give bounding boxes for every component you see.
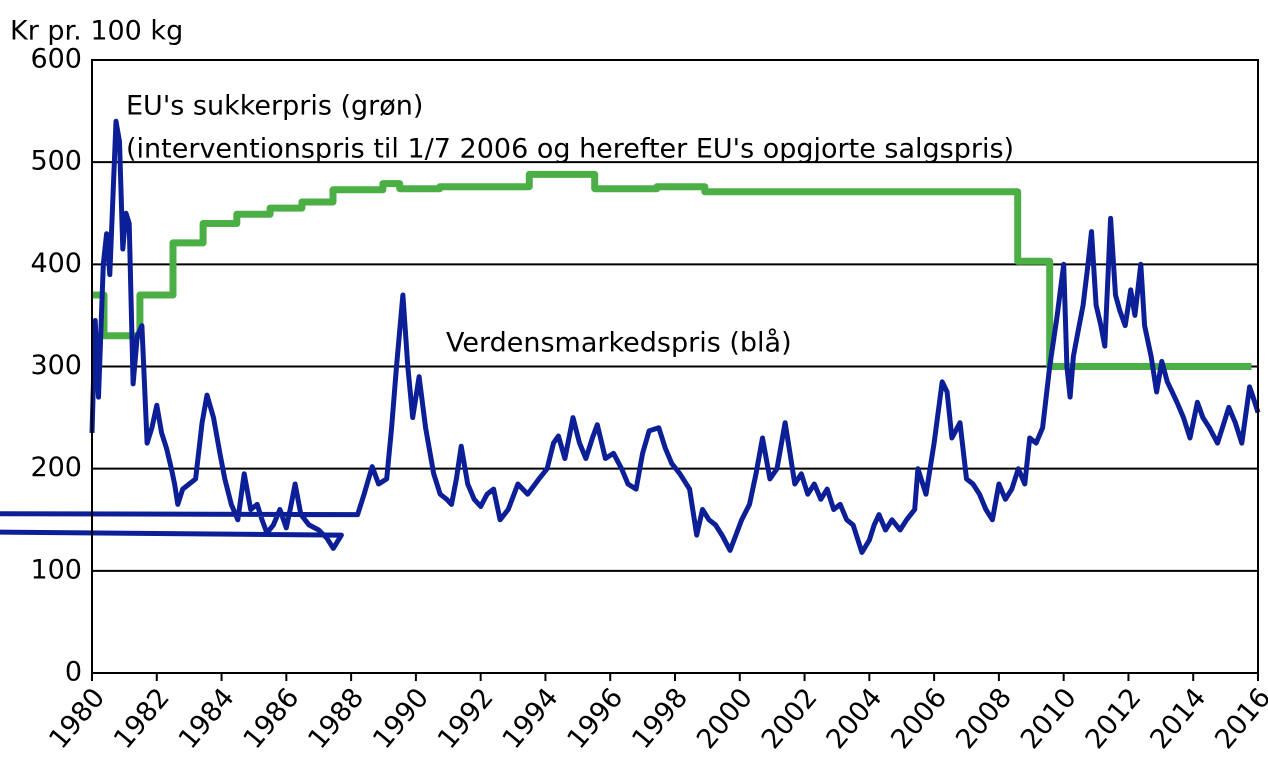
x-tick-label: 2004 (821, 682, 889, 755)
x-tick-label: 1986 (238, 682, 306, 755)
series-line (92, 170, 1252, 370)
y-tick-label: 300 (30, 350, 82, 381)
y-tick-label: 600 (30, 44, 82, 75)
x-tick-label: 1998 (626, 682, 694, 755)
annotation: (interventionspris til 1/7 2006 og heref… (126, 134, 1014, 165)
y-tick-label: 500 (30, 146, 82, 177)
world-label: Verdensmarkedspris (blå) (446, 328, 792, 359)
x-tick-label: 2016 (1209, 682, 1268, 755)
x-tick-label: 2012 (1080, 682, 1148, 755)
x-tick-label: 2010 (1015, 682, 1083, 755)
x-tick-label: 2002 (756, 682, 824, 755)
plot-frame (91, 59, 1259, 674)
x-tick-label: 1990 (367, 682, 435, 755)
x-tick-label: 2006 (885, 682, 953, 755)
x-tick-label: 2008 (950, 682, 1018, 755)
x-tick-label: 1992 (432, 682, 500, 755)
x-tick-label: 2014 (1144, 682, 1212, 755)
y-tick-label: 0 (65, 657, 82, 688)
x-tick-label: 1984 (173, 682, 241, 755)
y-tick-label: 200 (30, 452, 82, 483)
x-tick-label: 1980 (43, 682, 111, 755)
x-tick-label: 1988 (302, 682, 370, 755)
series-line (0, 118, 1261, 555)
x-tick-label: 1994 (497, 682, 565, 755)
x-tick-label: 1996 (561, 682, 629, 755)
y-tick-label: 100 (30, 554, 82, 585)
x-tick-label: 2000 (691, 682, 759, 755)
eu-label: EU's sukkerpris (grøn) (126, 91, 423, 122)
x-tick-label: 1982 (108, 682, 176, 755)
y-tick-label: 400 (30, 248, 82, 279)
y-axis-label: Kr pr. 100 kg (10, 16, 183, 47)
